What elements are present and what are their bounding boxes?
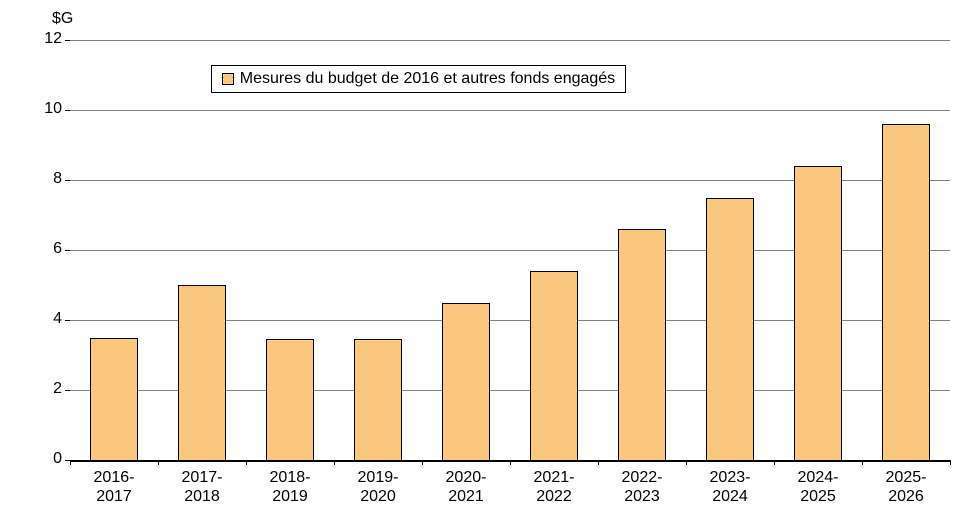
x-tick-mark (686, 460, 687, 465)
y-tick-label: 0 (26, 450, 62, 468)
x-tick-mark (598, 460, 599, 465)
x-tick-mark (158, 460, 159, 465)
bar (90, 338, 138, 461)
y-tick-label: 10 (26, 100, 62, 118)
bar (530, 271, 578, 460)
x-tick-mark (246, 460, 247, 465)
bar (882, 124, 930, 460)
gridline (70, 40, 950, 41)
x-tick-mark (70, 460, 71, 465)
x-tick-mark (510, 460, 511, 465)
y-tick-mark (65, 320, 70, 321)
x-tick-mark (774, 460, 775, 465)
bar (794, 166, 842, 460)
x-tick-label: 2018- 2019 (246, 468, 334, 506)
y-tick-mark (65, 460, 70, 461)
x-tick-label: 2024- 2025 (774, 468, 862, 506)
y-tick-label: 8 (26, 170, 62, 188)
y-tick-mark (65, 110, 70, 111)
bar-chart: $G 0 2 4 6 8 10 12 Mesures du budget de 2016 e… (0, 0, 965, 524)
x-tick-label: 2022- 2023 (598, 468, 686, 506)
x-tick-label: 2016- 2017 (70, 468, 158, 506)
x-tick-mark (950, 460, 951, 465)
x-tick-label: 2021- 2022 (510, 468, 598, 506)
gridline (70, 110, 950, 111)
bar (618, 229, 666, 460)
y-tick-mark (65, 250, 70, 251)
bar (706, 198, 754, 461)
bar (442, 303, 490, 461)
bar (354, 339, 402, 460)
legend-label: Mesures du budget de 2016 et autres fond… (240, 70, 615, 88)
x-tick-mark (862, 460, 863, 465)
y-tick-label: 6 (26, 240, 62, 258)
x-tick-label: 2019- 2020 (334, 468, 422, 506)
bar (178, 285, 226, 460)
x-tick-label: 2023- 2024 (686, 468, 774, 506)
x-tick-label: 2025- 2026 (862, 468, 950, 506)
bar (266, 339, 314, 460)
y-tick-label: 2 (26, 380, 62, 398)
y-tick-mark (65, 180, 70, 181)
x-tick-mark (422, 460, 423, 465)
legend: Mesures du budget de 2016 et autres fond… (211, 65, 626, 93)
x-tick-mark (334, 460, 335, 465)
x-tick-label: 2017- 2018 (158, 468, 246, 506)
legend-swatch-icon (222, 73, 234, 85)
y-axis-unit: $G (52, 10, 73, 28)
y-tick-label: 4 (26, 310, 62, 328)
y-tick-mark (65, 40, 70, 41)
y-tick-mark (65, 390, 70, 391)
plot-area: Mesures du budget de 2016 et autres fond… (70, 40, 950, 460)
y-tick-label: 12 (26, 30, 62, 48)
x-tick-label: 2020- 2021 (422, 468, 510, 506)
